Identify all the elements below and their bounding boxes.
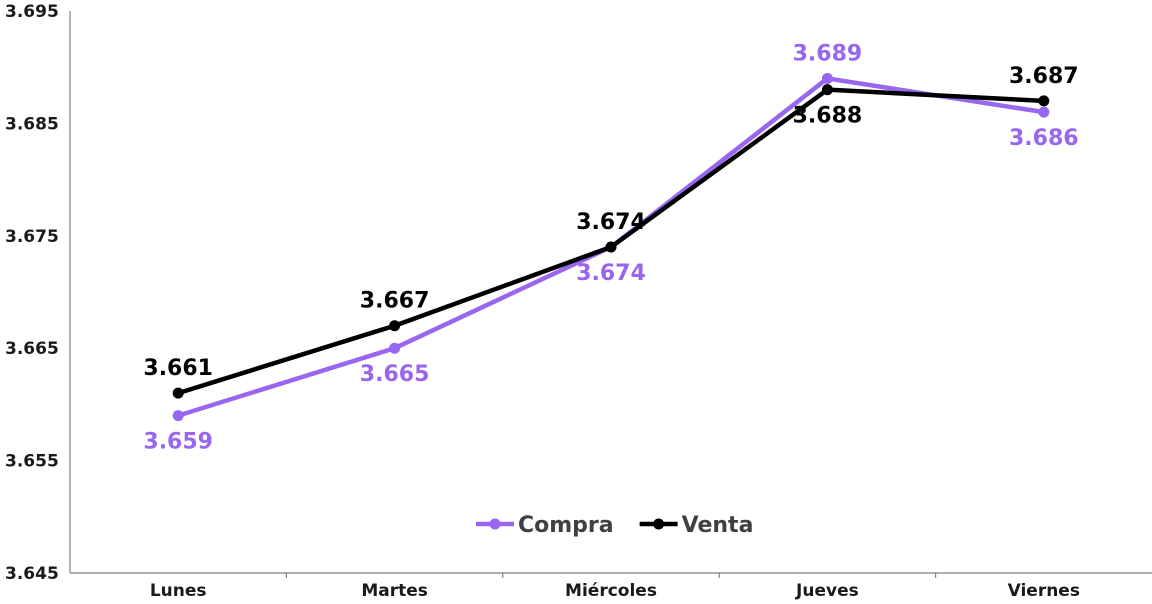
- data-label-venta: 3.687: [1009, 64, 1079, 89]
- y-tick-label: 3.675: [5, 227, 59, 247]
- legend-label-compra: Compra: [518, 513, 614, 538]
- data-label-compra: 3.659: [143, 430, 213, 455]
- y-tick-label: 3.685: [5, 114, 59, 134]
- axes: [69, 11, 1152, 578]
- data-label-venta: 3.688: [793, 104, 863, 129]
- data-label-compra: 3.689: [793, 41, 863, 66]
- data-point-venta: [172, 387, 184, 399]
- x-axis-ticks: Lunes Martes Miércoles Jueves Viernes: [150, 581, 1080, 601]
- y-tick-label: 3.645: [5, 564, 59, 584]
- data-point-venta: [605, 241, 617, 253]
- data-point-venta: [389, 320, 401, 332]
- x-tick-label: Miércoles: [565, 581, 657, 601]
- data-label-compra: 3.665: [360, 362, 430, 387]
- y-tick-label: 3.695: [5, 2, 59, 22]
- y-axis-ticks: 3.645 3.655 3.665 3.675 3.685 3.695: [5, 2, 59, 584]
- y-tick-label: 3.655: [5, 452, 59, 472]
- legend-item-compra: Compra: [476, 513, 614, 538]
- data-point-compra: [821, 72, 833, 84]
- x-tick-label: Martes: [361, 581, 428, 601]
- x-tick-label: Jueves: [795, 581, 859, 601]
- data-point-venta: [1038, 95, 1050, 107]
- legend-marker-compra: [489, 518, 501, 530]
- data-label-venta: 3.661: [143, 356, 213, 381]
- data-labels: 3.659 3.665 3.674 3.689 3.686 3.661 3.667 3.674…: [143, 41, 1078, 454]
- y-tick-label: 3.665: [5, 339, 59, 359]
- data-label-compra: 3.686: [1009, 126, 1079, 151]
- data-label-venta: 3.667: [360, 289, 430, 314]
- data-point-compra: [1038, 106, 1050, 118]
- series-line-venta: [177, 87, 1044, 396]
- legend-item-venta: Venta: [639, 513, 754, 538]
- x-tick-label: Lunes: [150, 581, 207, 601]
- legend: Compra Venta: [476, 513, 753, 538]
- legend-marker-venta: [653, 518, 665, 530]
- series-group: [172, 72, 1050, 422]
- data-label-compra: 3.674: [576, 261, 646, 286]
- data-point-compra: [172, 410, 184, 422]
- legend-label-venta: Venta: [682, 513, 754, 538]
- data-label-venta: 3.674: [576, 210, 646, 235]
- data-point-compra: [389, 342, 401, 354]
- x-tick-label: Viernes: [1008, 581, 1080, 601]
- data-point-venta: [821, 84, 833, 96]
